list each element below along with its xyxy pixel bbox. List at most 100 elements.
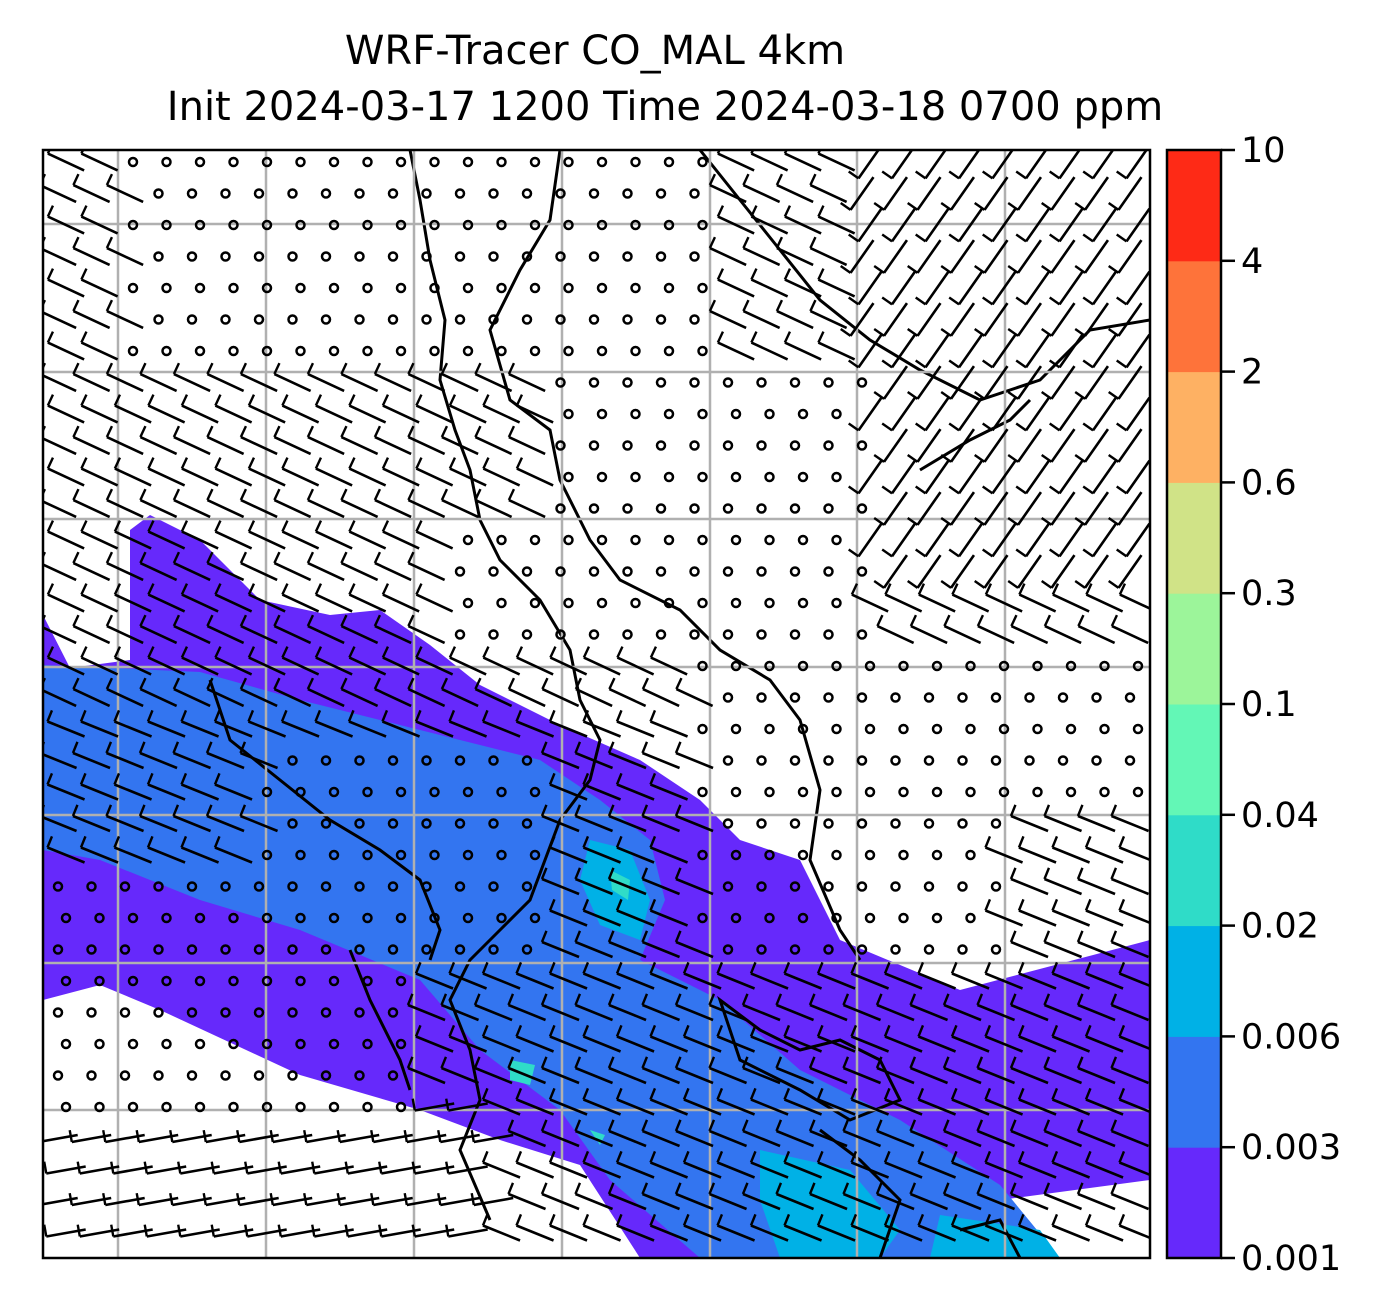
wind-calm-circle bbox=[127, 1038, 139, 1050]
wind-calm-circle bbox=[253, 314, 265, 325]
wind-barb-flag bbox=[247, 394, 256, 407]
wind-barb bbox=[248, 404, 286, 424]
wind-barb-flag bbox=[540, 867, 548, 880]
wind-barb bbox=[448, 1035, 488, 1053]
wind-calm-circle bbox=[890, 692, 901, 703]
wind-calm-circle bbox=[94, 912, 105, 924]
wind-barb-flag bbox=[135, 1129, 140, 1143]
wind-barb-flag bbox=[775, 236, 784, 249]
wind-calm-circle bbox=[387, 818, 399, 829]
wind-barb bbox=[1016, 428, 1043, 463]
wind-barb-flag bbox=[269, 1129, 274, 1143]
wind-barb bbox=[315, 530, 353, 550]
wind-barb-flag bbox=[1074, 202, 1086, 211]
wind-barb-flag bbox=[716, 1087, 724, 1100]
wind-barb bbox=[784, 278, 822, 298]
wind-barb bbox=[709, 246, 747, 267]
wind-barb-flag bbox=[139, 488, 147, 501]
wind-barb-flag bbox=[816, 961, 824, 974]
wind-barb bbox=[80, 656, 119, 676]
wind-barb bbox=[984, 1035, 1024, 1053]
wind-barb-flag bbox=[808, 1182, 816, 1195]
wind-barb bbox=[114, 530, 152, 550]
wind-barb bbox=[449, 404, 487, 424]
wind-barb-flag bbox=[481, 1087, 489, 1100]
wind-calm-circle bbox=[119, 881, 131, 892]
wind-barb bbox=[1018, 972, 1057, 990]
wind-calm-circle bbox=[890, 818, 901, 829]
wind-calm-circle bbox=[655, 251, 667, 262]
wind-calm-circle bbox=[990, 692, 1002, 703]
wind-calm-circle bbox=[529, 597, 541, 609]
wind-barb bbox=[1118, 846, 1150, 862]
wind-calm-circle bbox=[764, 660, 775, 672]
wind-calm-circle bbox=[186, 1007, 198, 1018]
wind-calm-circle bbox=[454, 944, 466, 955]
wind-barb bbox=[949, 176, 976, 211]
wind-barb bbox=[1016, 302, 1043, 337]
wind-barb-flag bbox=[381, 394, 390, 407]
wind-barb-flag bbox=[481, 709, 489, 722]
wind-barb-flag bbox=[236, 1192, 241, 1206]
wind-barb bbox=[924, 522, 950, 558]
wind-calm-circle bbox=[261, 345, 273, 357]
wind-calm-circle bbox=[1091, 755, 1102, 766]
wind-calm-circle bbox=[454, 188, 466, 199]
wind-barb bbox=[750, 1035, 789, 1053]
wind-barb-flag bbox=[708, 993, 716, 1006]
wind-calm-circle bbox=[563, 345, 574, 357]
wind-barb bbox=[641, 940, 681, 959]
wind-barb-flag bbox=[540, 1119, 548, 1132]
wind-calm-circle bbox=[462, 912, 474, 924]
wind-barb-flag bbox=[1049, 548, 1061, 558]
wind-barb bbox=[549, 1161, 588, 1179]
wind-calm-circle bbox=[94, 1038, 105, 1050]
wind-barb bbox=[541, 1129, 580, 1148]
wind-calm-circle bbox=[1099, 723, 1110, 735]
wind-barb bbox=[106, 498, 144, 519]
wind-barb bbox=[608, 687, 647, 708]
wind-barb bbox=[105, 814, 145, 833]
wind-barb bbox=[43, 311, 77, 330]
wind-barb-flag bbox=[907, 265, 919, 274]
wind-calm-circle bbox=[965, 660, 976, 672]
wind-barb bbox=[1010, 1066, 1049, 1085]
wind-barb bbox=[147, 467, 186, 487]
wind-barb-flag bbox=[883, 1213, 891, 1226]
wind-calm-circle bbox=[521, 566, 533, 577]
wind-barb bbox=[574, 1129, 614, 1148]
wind-barb-flag bbox=[742, 236, 750, 249]
wind-barb bbox=[809, 246, 848, 267]
wind-barb bbox=[924, 333, 950, 369]
wind-barb-flag bbox=[1108, 328, 1120, 337]
wind-barb-flag bbox=[1076, 1119, 1084, 1132]
wind-barb bbox=[574, 877, 614, 896]
wind-calm-circle bbox=[194, 345, 206, 357]
wind-barb-flag bbox=[582, 1087, 590, 1100]
wind-barb bbox=[147, 593, 186, 613]
wind-barb-flag bbox=[749, 961, 757, 974]
wind-barb-flag bbox=[1116, 170, 1128, 180]
wind-barb bbox=[850, 1161, 890, 1179]
wind-barb bbox=[549, 1224, 588, 1242]
wind-barb-flag bbox=[281, 394, 289, 407]
wind-barb-flag bbox=[716, 1150, 724, 1163]
wind-barb-flag bbox=[206, 488, 214, 501]
wind-calm-circle bbox=[756, 818, 767, 829]
wind-calm-circle bbox=[52, 944, 64, 955]
wind-calm-circle bbox=[328, 912, 340, 924]
wind-calm-circle bbox=[295, 345, 306, 357]
wind-barb bbox=[247, 720, 287, 738]
wind-calm-circle bbox=[395, 156, 407, 168]
wind-barb bbox=[1117, 239, 1143, 274]
wind-calm-circle bbox=[898, 660, 909, 672]
wind-barb bbox=[407, 498, 446, 519]
wind-barb-flag bbox=[172, 804, 180, 817]
wind-barb-flag bbox=[1043, 804, 1051, 817]
wind-barb bbox=[240, 624, 278, 645]
wind-barb-flag bbox=[883, 1087, 891, 1100]
wind-barb bbox=[72, 183, 111, 204]
wind-calm-circle bbox=[789, 818, 801, 829]
wind-barb-flag bbox=[72, 425, 80, 438]
